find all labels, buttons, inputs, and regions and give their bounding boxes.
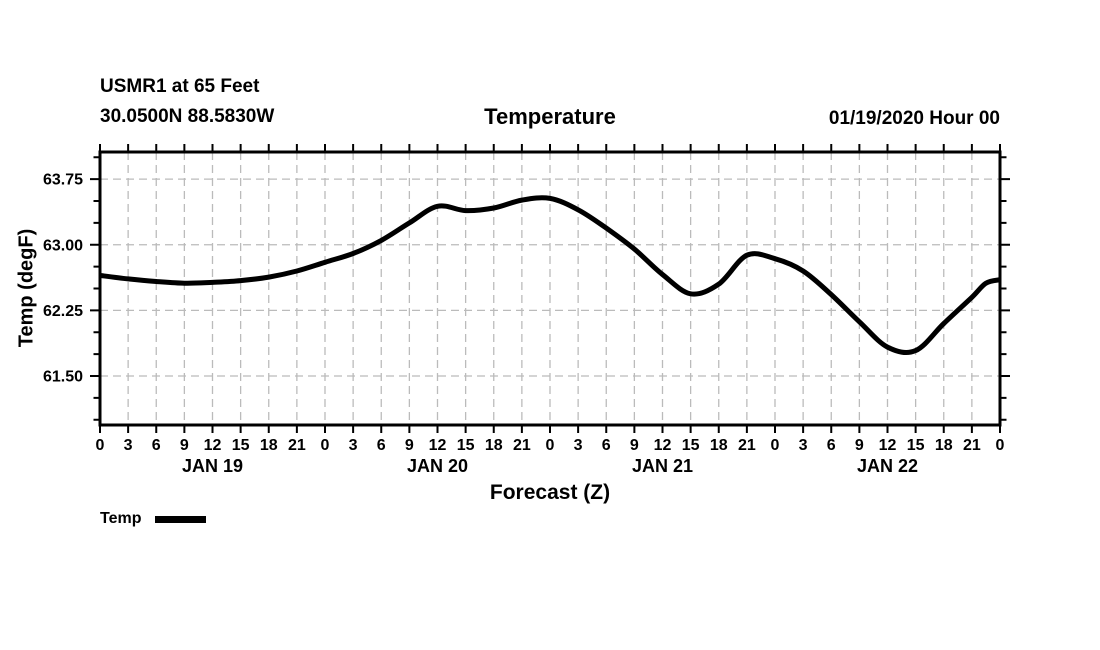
legend: Temp [100, 510, 207, 528]
x-tick-labels: 0 3 6 9 12 15 18 21 0 3 6 9 12 15 18 21 0 3 6 9 12 15 18 21 0 3 6 9… [96, 437, 1005, 454]
day-label: JAN 22 [857, 456, 918, 476]
x-tick-label: 3 [574, 437, 583, 454]
x-tick-label: 6 [827, 437, 836, 454]
y-tick-label: 63.75 [43, 172, 83, 189]
x-tick-label: 15 [682, 437, 700, 454]
x-tick-label: 9 [180, 437, 189, 454]
x-tick-label: 6 [377, 437, 386, 454]
x-tick-label: 6 [602, 437, 611, 454]
x-tick-label: 21 [513, 437, 531, 454]
y-tick-labels: 61.50 62.25 63.00 63.75 [43, 172, 83, 386]
x-tick-label: 12 [429, 437, 447, 454]
x-tick-label: 3 [349, 437, 358, 454]
x-tick-label: 6 [152, 437, 161, 454]
x-tick-label: 15 [232, 437, 250, 454]
forecast-run-datetime: 01/19/2020 Hour 00 [828, 108, 1000, 129]
x-tick-label: 0 [996, 437, 1005, 454]
station-name: USMR1 at 65 Feet [100, 76, 260, 97]
y-tick-label: 63.00 [43, 237, 83, 254]
legend-label: Temp [100, 510, 142, 527]
x-tick-label: 15 [457, 437, 475, 454]
x-tick-label: 0 [546, 437, 555, 454]
x-tick-label: 15 [907, 437, 925, 454]
x-tick-label: 21 [288, 437, 306, 454]
y-tick-label: 61.50 [43, 369, 83, 386]
x-tick-label: 21 [963, 437, 981, 454]
day-label: JAN 19 [182, 456, 243, 476]
legend-line-swatch [155, 515, 207, 523]
x-tick-label: 12 [204, 437, 222, 454]
gridlines [100, 152, 1000, 425]
x-tick-label: 9 [405, 437, 414, 454]
x-tick-label: 3 [124, 437, 133, 454]
x-tick-label: 18 [260, 437, 278, 454]
y-axis-title: Temp (degF) [15, 228, 38, 348]
x-tick-label: 0 [771, 437, 780, 454]
x-tick-label: 21 [738, 437, 756, 454]
plot-border [98, 150, 1002, 427]
x-tick-label: 18 [935, 437, 953, 454]
chart-title: Temperature [484, 104, 616, 129]
temp-curve [99, 195, 1001, 356]
x-tick-label: 12 [654, 437, 672, 454]
x-axis-title: Forecast (Z) [489, 481, 611, 504]
day-labels: JAN 19 JAN 20 JAN 21 JAN 22 [182, 456, 918, 476]
x-tick-label: 9 [630, 437, 639, 454]
x-tick-label: 18 [485, 437, 503, 454]
y-tick-label: 62.25 [43, 303, 83, 320]
x-tick-label: 0 [96, 437, 105, 454]
station-coordinates: 30.0500N 88.5830W [100, 106, 275, 127]
day-label: JAN 20 [407, 456, 468, 476]
x-tick-label: 18 [710, 437, 728, 454]
x-tick-label: 9 [855, 437, 864, 454]
x-tick-label: 12 [879, 437, 897, 454]
axis-ticks [90, 144, 1010, 433]
x-tick-label: 0 [321, 437, 330, 454]
day-label: JAN 21 [632, 456, 693, 476]
x-tick-label: 3 [799, 437, 808, 454]
